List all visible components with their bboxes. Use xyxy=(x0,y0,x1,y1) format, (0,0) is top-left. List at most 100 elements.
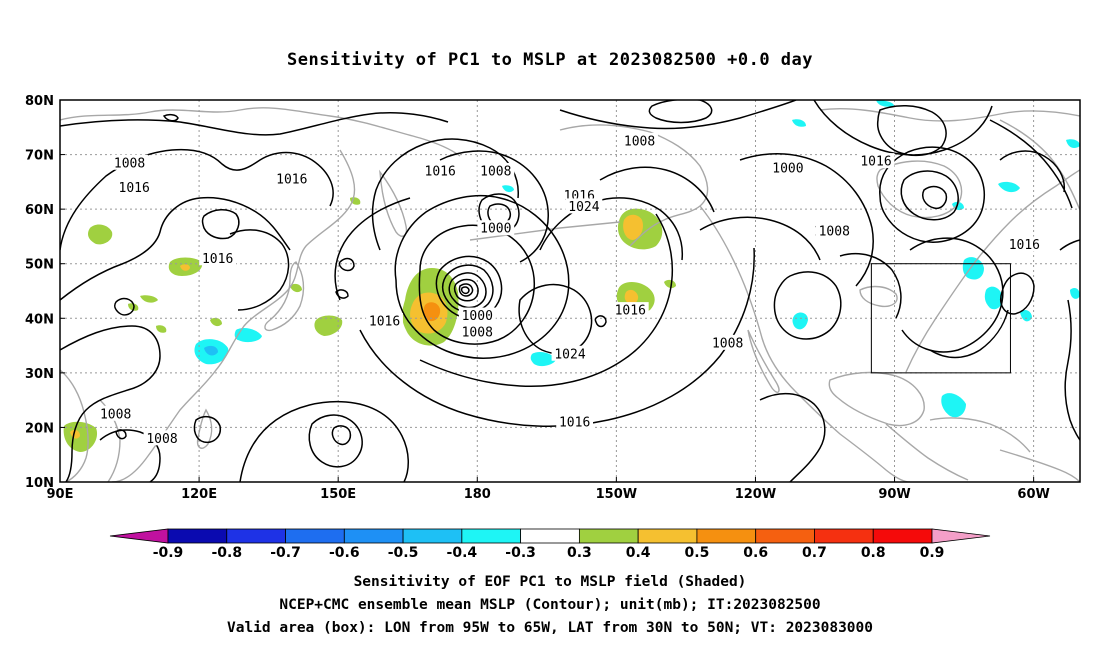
shade-region-positive xyxy=(314,315,343,336)
colorbar-segment xyxy=(872,528,933,544)
mslp-contour xyxy=(448,272,487,309)
longitude-tick-label: 150W xyxy=(596,487,637,502)
colorbar-tick-label: -0.6 xyxy=(329,545,360,561)
contour-label: 1008 xyxy=(712,336,743,351)
mslp-contour xyxy=(699,216,821,261)
contour-label: 1008 xyxy=(146,432,177,447)
colorbar-tick-label: 0.5 xyxy=(685,545,710,561)
map-layers: 1008 1016 1016 1016 1016 1008 1016 1024 1008 1000… xyxy=(60,100,1080,482)
caption-valid-area: Valid area (box): LON from 95W to 65W, L… xyxy=(226,620,873,636)
shade-region-negative xyxy=(984,286,1003,310)
longitude-axis: 90E 120E 150E 180 150W 120W 90W 60W xyxy=(47,477,1050,502)
contour-label: 1024 xyxy=(568,200,599,215)
shade-region-negative xyxy=(962,257,984,280)
contour-label: 1008 xyxy=(480,164,511,179)
shade-region-negative xyxy=(234,328,262,343)
coastline-asia-north xyxy=(60,107,461,157)
contour-label-bg xyxy=(477,220,515,236)
mslp-contour xyxy=(113,297,135,316)
contour-label-bg xyxy=(769,160,807,176)
longitude-tick-label: 150E xyxy=(320,487,356,502)
colorbar-tick-label: -0.5 xyxy=(388,545,419,561)
contour-label: 1016 xyxy=(369,315,400,330)
mslp-contour xyxy=(239,400,409,482)
coastline-japan xyxy=(264,261,305,332)
colorbar-tick-label: 0.9 xyxy=(920,545,945,561)
mslp-contour xyxy=(193,415,222,444)
colorbar-tick-label: 0.8 xyxy=(861,545,886,561)
longitude-tick-label: 60W xyxy=(1017,487,1049,502)
contour-label: 1016 xyxy=(202,252,233,267)
colorbar: -0.9 -0.8 -0.7 -0.6 -0.5 -0.4 -0.3 0.3 0.4 0.5 0.6… xyxy=(109,528,991,561)
coastline-hudson-bay xyxy=(876,160,963,219)
mslp-contour xyxy=(460,286,470,295)
shade-region-negative xyxy=(876,100,894,107)
shade-region-negative xyxy=(998,181,1020,193)
coastline-aleutians xyxy=(469,221,621,241)
shade-region-negative xyxy=(1070,288,1080,299)
longitude-tick-label: 90W xyxy=(878,487,910,502)
mslp-contour xyxy=(922,185,948,210)
shade-region-positive-peak xyxy=(423,302,441,322)
colorbar-high-arrow xyxy=(931,528,991,544)
mslp-contour xyxy=(359,247,755,427)
contour-label: 1016 xyxy=(1009,238,1040,253)
contour-label-bg xyxy=(1005,236,1043,252)
mslp-contour xyxy=(335,289,349,299)
coastline-alaska xyxy=(559,124,709,247)
colorbar-tick-label: -0.8 xyxy=(211,545,242,561)
colorbar-segment xyxy=(637,528,698,544)
mslp-contour xyxy=(594,315,607,328)
mslp-contour xyxy=(929,309,1009,359)
mslp-contour xyxy=(879,146,986,243)
contour-label: 1000 xyxy=(772,162,803,177)
coastline-north-america-east xyxy=(905,169,1080,373)
coastline-philippines xyxy=(196,408,213,449)
colorbar-segment xyxy=(696,528,757,544)
latitude-tick-label: 20N xyxy=(25,421,54,436)
colorbar-tick-label: -0.9 xyxy=(153,545,184,561)
mslp-contour xyxy=(60,325,161,482)
colorbar-segment xyxy=(167,528,228,544)
shade-region-negative xyxy=(1020,310,1032,322)
mslp-contour xyxy=(989,119,1073,209)
coastline-south-asia xyxy=(60,369,89,482)
shade-region-negative xyxy=(530,352,556,367)
shade-region-negative xyxy=(792,119,806,127)
contour-label-bg xyxy=(565,198,603,214)
contour-label-bg xyxy=(709,334,747,350)
map-title: Sensitivity of PC1 to MSLP at 2023082500… xyxy=(286,50,813,70)
mslp-contour xyxy=(441,264,494,313)
contour-label: 1000 xyxy=(462,309,493,324)
contour-label-bg xyxy=(273,171,311,187)
colorbar-segment xyxy=(578,528,639,544)
mslp-contour xyxy=(599,166,715,213)
contour-label-bg xyxy=(621,132,658,148)
mslp-contour xyxy=(458,283,474,297)
contour-label: 1008 xyxy=(114,156,145,171)
contour-label-bg xyxy=(143,430,181,446)
contour-labels: 1008 1016 1016 1016 1016 1008 1016 1024 1008 1000… xyxy=(97,132,1043,447)
contour-label-bg xyxy=(111,154,148,170)
shade-region-positive xyxy=(88,224,113,245)
mslp-contour xyxy=(394,194,570,359)
latitude-tick-label: 30N xyxy=(25,367,54,382)
contour-label: 1016 xyxy=(119,181,150,196)
contour-label-bg xyxy=(115,179,153,195)
latitude-tick-label: 80N xyxy=(25,94,54,109)
contour-label-bg xyxy=(97,405,135,421)
contour-label-bg xyxy=(421,162,459,178)
mslp-contour xyxy=(162,113,179,122)
contour-label: 1016 xyxy=(559,415,590,430)
contour-label: 1000 xyxy=(480,222,511,237)
coastline-caribbean xyxy=(929,417,1031,453)
coastline-central-america xyxy=(885,423,969,481)
shade-region-negative-core xyxy=(204,345,218,356)
shade-region-positive xyxy=(290,283,302,293)
contour-label: 1024 xyxy=(554,347,585,362)
colorbar-tick-label: 0.4 xyxy=(626,545,651,561)
valid-area-box xyxy=(870,263,1011,374)
coastline-south-america xyxy=(999,449,1080,482)
shade-region-positive-core xyxy=(180,264,190,271)
mslp-contour xyxy=(518,283,593,355)
